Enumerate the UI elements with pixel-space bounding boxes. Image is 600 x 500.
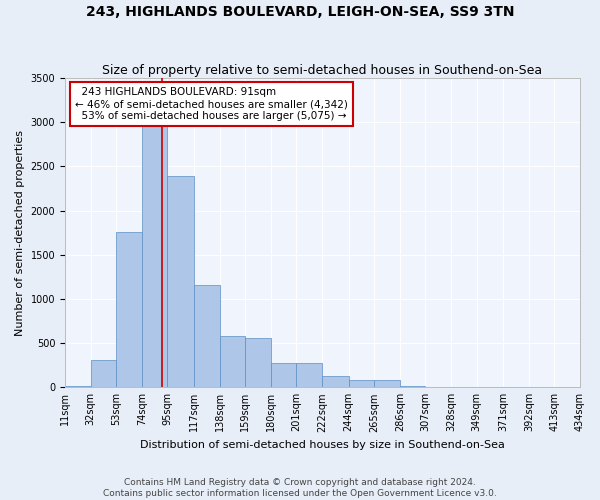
Text: Contains HM Land Registry data © Crown copyright and database right 2024.
Contai: Contains HM Land Registry data © Crown c… bbox=[103, 478, 497, 498]
Bar bbox=[116, 232, 142, 388]
Bar bbox=[220, 336, 245, 388]
Bar bbox=[245, 338, 271, 388]
Bar bbox=[91, 360, 116, 388]
Bar bbox=[400, 386, 425, 388]
Y-axis label: Number of semi-detached properties: Number of semi-detached properties bbox=[15, 130, 25, 336]
Bar bbox=[142, 118, 167, 388]
Text: 243 HIGHLANDS BOULEVARD: 91sqm
← 46% of semi-detached houses are smaller (4,342): 243 HIGHLANDS BOULEVARD: 91sqm ← 46% of … bbox=[76, 88, 348, 120]
Bar bbox=[322, 376, 349, 388]
X-axis label: Distribution of semi-detached houses by size in Southend-on-Sea: Distribution of semi-detached houses by … bbox=[140, 440, 505, 450]
Bar bbox=[271, 362, 296, 388]
Bar bbox=[349, 380, 374, 388]
Bar bbox=[65, 386, 91, 388]
Title: Size of property relative to semi-detached houses in Southend-on-Sea: Size of property relative to semi-detach… bbox=[103, 64, 542, 77]
Bar bbox=[194, 285, 220, 388]
Bar bbox=[296, 364, 322, 388]
Text: 243, HIGHLANDS BOULEVARD, LEIGH-ON-SEA, SS9 3TN: 243, HIGHLANDS BOULEVARD, LEIGH-ON-SEA, … bbox=[86, 5, 514, 19]
Bar bbox=[374, 380, 400, 388]
Bar bbox=[167, 176, 194, 388]
